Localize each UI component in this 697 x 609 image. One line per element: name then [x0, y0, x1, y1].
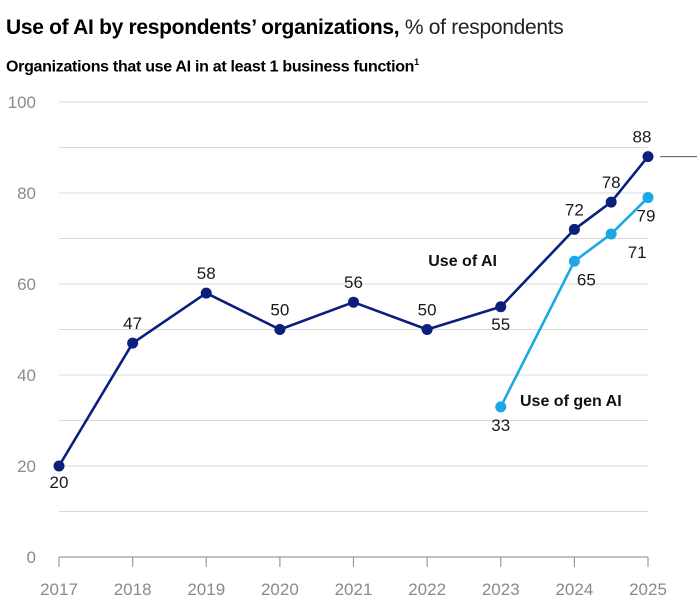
grid-lines — [59, 101, 648, 512]
chart-subtitle-text: Organizations that use AI in at least 1 … — [6, 58, 415, 76]
x-tick-label: 2018 — [114, 580, 152, 599]
data-label: 65 — [577, 270, 596, 289]
y-tick-label: 0 — [27, 548, 36, 567]
y-tick-label: 40 — [17, 366, 36, 385]
data-label: 50 — [270, 301, 289, 320]
data-point — [568, 255, 580, 267]
chart-title-units: % of respondents — [404, 16, 564, 39]
data-label: 33 — [491, 416, 510, 435]
x-tick-label: 2023 — [482, 580, 520, 599]
chart-title: Use of AI by respondents’ organizations,… — [6, 16, 564, 40]
series-label: Use of gen AI — [520, 393, 622, 410]
data-point — [568, 223, 580, 235]
y-tick-label: 20 — [17, 457, 36, 476]
series-label: Use of AI — [428, 253, 497, 270]
data-point — [348, 296, 359, 308]
x-tick-label: 2020 — [261, 580, 299, 599]
y-tick-label: 80 — [17, 184, 36, 203]
series-line-1 — [499, 196, 649, 408]
data-point — [495, 401, 507, 413]
x-tick-label: 2025 — [629, 580, 667, 599]
data-label: 71 — [628, 243, 647, 262]
data-point — [274, 324, 286, 335]
x-tick-label: 2024 — [555, 580, 593, 599]
data-label: 55 — [491, 315, 510, 334]
data-label: 50 — [418, 301, 437, 320]
data-point — [421, 324, 433, 335]
series-lines — [57, 155, 650, 467]
x-axis: 2017 2018 2019 2020 2021 2022 2023 2024 2025 — [40, 556, 667, 599]
data-label: 20 — [50, 473, 69, 492]
data-label: 88 — [633, 128, 652, 147]
data-label: 47 — [123, 314, 142, 333]
data-point — [200, 287, 212, 299]
data-point — [642, 192, 654, 204]
data-label: 56 — [344, 273, 363, 292]
data-point — [605, 196, 617, 208]
x-tick-label: 2017 — [40, 580, 78, 599]
chart-subtitle: Organizations that use AI in at least 1 … — [6, 57, 419, 76]
x-tick-label: 2021 — [335, 580, 373, 599]
data-point — [495, 301, 507, 313]
series-points — [53, 151, 654, 472]
data-labels: 20 47 58 50 56 50 55 72 78 88 Use of AI 33 65 71 79 Use… — [50, 128, 697, 492]
data-point — [642, 151, 654, 163]
y-tick-label: 60 — [17, 275, 36, 294]
data-label: 58 — [197, 264, 216, 283]
chart-title-main: Use of AI by respondents’ organizations, — [6, 16, 400, 39]
data-label: 72 — [565, 200, 584, 219]
data-point — [53, 460, 65, 472]
y-axis: 0 20 40 60 80 100 — [8, 93, 36, 567]
series-line-0 — [57, 155, 650, 467]
data-label: 78 — [602, 173, 621, 192]
x-tick-label: 2022 — [408, 580, 446, 599]
data-label: 79 — [637, 207, 656, 226]
y-tick-label: 100 — [8, 93, 36, 112]
x-tick-label: 2019 — [187, 580, 225, 599]
footnote-marker: 1 — [414, 57, 419, 67]
data-point — [605, 228, 617, 240]
data-point — [127, 337, 139, 349]
